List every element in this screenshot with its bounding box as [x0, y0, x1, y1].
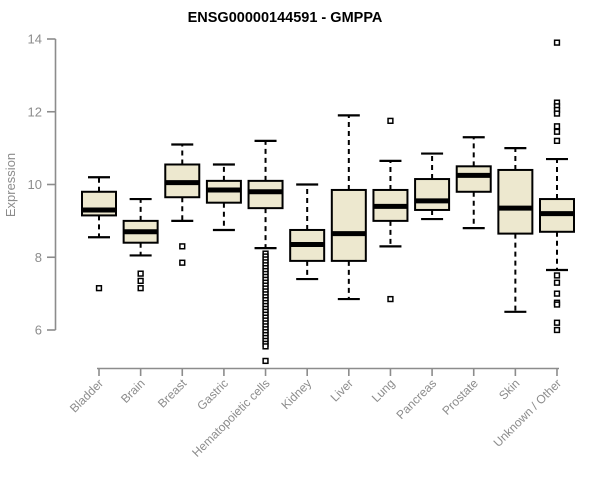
- boxplot-bladder: [81, 176, 117, 292]
- outlier-point: [262, 357, 269, 365]
- outlier-point: [387, 295, 394, 303]
- outlier-point: [262, 343, 269, 350]
- x-category-label: Lung: [369, 376, 398, 405]
- boxplot-unknown-other: [538, 39, 575, 334]
- boxplot-skin: [497, 147, 534, 313]
- boxplot-gastric: [205, 163, 242, 232]
- x-category-label: Kidney: [278, 376, 314, 412]
- y-tick-label: 12: [28, 104, 42, 119]
- x-category-label: Pancreas: [393, 376, 439, 422]
- x-category-label: Prostate: [439, 376, 481, 418]
- iqr-box: [247, 179, 284, 210]
- y-tick-label: 6: [35, 323, 42, 338]
- iqr-box: [497, 168, 534, 235]
- outlier-point: [553, 319, 561, 326]
- boxplot-liver: [330, 114, 367, 301]
- x-category-label: Breast: [155, 376, 190, 411]
- outlier-point: [553, 110, 561, 117]
- boxplot-hematopoietic-cells: [247, 139, 284, 365]
- outlier-point: [553, 137, 561, 144]
- outlier-point: [553, 290, 561, 297]
- boxplot-breast: [164, 143, 201, 266]
- boxplot-pancreas: [414, 152, 451, 221]
- outlier-point: [553, 128, 561, 135]
- iqr-box: [330, 188, 367, 262]
- iqr-box: [414, 178, 451, 211]
- outlier-point: [137, 285, 144, 292]
- outlier-point: [179, 243, 186, 250]
- outlier-point: [137, 277, 144, 285]
- x-category-label: Bladder: [67, 376, 106, 415]
- x-category-label: Brain: [118, 376, 148, 406]
- boxplot-prostate: [455, 136, 492, 230]
- outlier-point: [553, 279, 561, 286]
- boxplot-lung: [372, 117, 409, 303]
- outlier-point: [553, 39, 561, 46]
- boxplot-brain: [122, 197, 159, 292]
- iqr-box: [455, 165, 492, 193]
- outlier-point: [553, 123, 561, 130]
- x-category-label: Hematopoietic cells: [189, 376, 272, 459]
- outlier-point: [179, 259, 186, 266]
- outlier-point: [387, 117, 394, 124]
- outlier-point: [553, 326, 561, 334]
- y-tick-label: 8: [35, 250, 42, 265]
- outlier-point: [553, 301, 561, 308]
- boxplot-kidney: [289, 183, 326, 281]
- y-tick-label: 14: [28, 32, 42, 47]
- y-tick-label: 10: [28, 177, 42, 192]
- y-axis-title: Expression: [3, 153, 18, 217]
- x-category-label: Liver: [328, 376, 356, 404]
- x-category-label: Gastric: [194, 376, 231, 413]
- chart-title: ENSG00000144591 - GMPPA: [188, 10, 383, 26]
- outlier-point: [95, 285, 103, 292]
- outlier-point: [553, 272, 561, 279]
- plot-area: 6 8 10 12 14 Bladder Brain Breast GastricHematop…: [28, 32, 575, 460]
- x-category-label: Skin: [496, 376, 522, 402]
- outlier-point: [137, 270, 144, 277]
